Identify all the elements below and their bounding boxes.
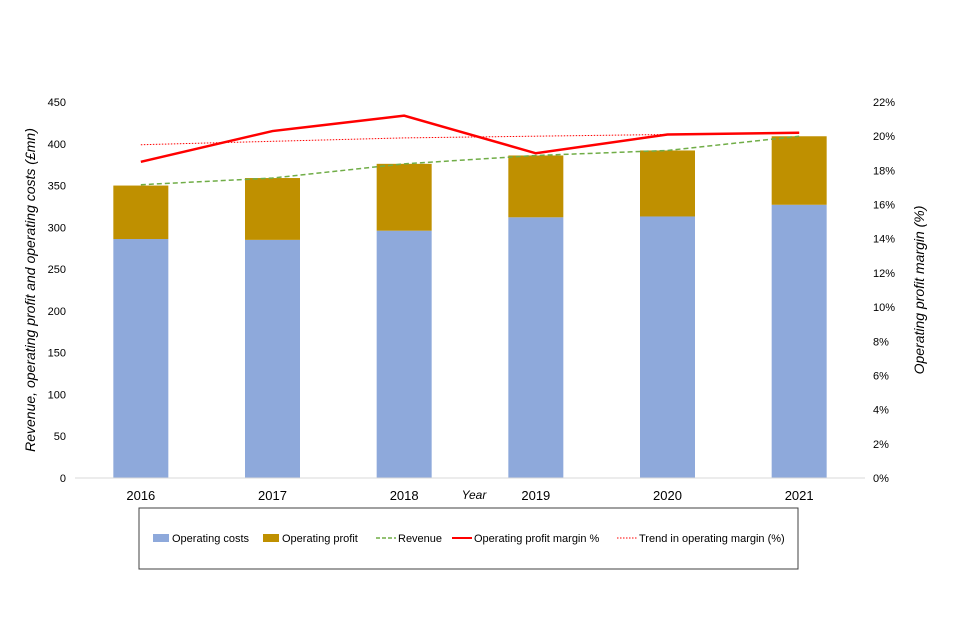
line-operating-profit-margin — [140, 114, 800, 164]
y2-tick-label: 2% — [873, 439, 889, 451]
y-tick-label: 350 — [48, 181, 66, 193]
y2-axis-title: Operating profit margin (%) — [911, 206, 927, 375]
y2-tick-label: 18% — [873, 165, 895, 177]
bar-operating-costs-2018 — [376, 230, 432, 478]
legend-swatch-operating-costs — [153, 534, 169, 542]
y-tick-label: 150 — [48, 348, 66, 360]
y-tick-label: 250 — [48, 264, 66, 276]
x-axis-ticks: 2016 2017 2018 2019 2020 2021 — [126, 488, 813, 503]
x-tick-label: 2021 — [785, 488, 814, 503]
x-tick-label: 2020 — [653, 488, 682, 503]
y-tick-label: 100 — [48, 389, 66, 401]
bar-operating-profit-2019 — [508, 155, 564, 218]
y2-tick-label: 6% — [873, 370, 889, 382]
y2-tick-label: 22% — [873, 97, 895, 109]
left-axis-ticks: 0 50 100 150 200 250 300 350 400 450 — [48, 97, 66, 485]
x-tick-label: 2016 — [126, 488, 155, 503]
y2-tick-label: 16% — [873, 200, 895, 212]
bar-operating-costs-2016 — [113, 239, 169, 478]
y-tick-label: 400 — [48, 139, 66, 151]
x-axis-title: Year — [462, 488, 488, 502]
y-tick-label: 200 — [48, 306, 66, 318]
y2-tick-label: 4% — [873, 405, 889, 417]
legend-swatch-operating-profit — [263, 534, 279, 542]
y2-tick-label: 8% — [873, 336, 889, 348]
legend-label-trend-in-operating-margin: Trend in operating margin (%) — [639, 533, 785, 545]
bar-operating-profit-2017 — [245, 178, 300, 240]
y2-tick-label: 10% — [873, 302, 895, 314]
bar-operating-costs-2020 — [640, 216, 695, 478]
legend-label-operating-costs: Operating costs — [172, 533, 250, 545]
y-tick-label: 50 — [54, 431, 66, 443]
right-axis-ticks: 0% 2% 4% 6% 8% 10% 12% 14% 16% 18% 20% 22% — [873, 97, 895, 485]
y-tick-label: 300 — [48, 222, 66, 234]
bar-operating-profit-2020 — [640, 150, 695, 217]
line-revenue — [140, 135, 800, 186]
line-series — [140, 114, 800, 186]
legend: Operating costs Operating profit Revenue Op… — [153, 533, 785, 545]
bar-operating-costs-2019 — [508, 217, 564, 478]
bar-operating-costs-2017 — [245, 239, 300, 478]
x-tick-label: 2018 — [390, 488, 419, 503]
bar-operating-profit-2021 — [771, 136, 827, 205]
bar-series — [113, 136, 827, 479]
x-tick-label: 2019 — [521, 488, 550, 503]
y2-tick-label: 12% — [873, 268, 895, 280]
x-tick-label: 2017 — [258, 488, 287, 503]
legend-label-operating-profit: Operating profit — [282, 533, 358, 545]
y-axis-title: Revenue, operating profit and operating … — [22, 128, 38, 452]
bar-operating-profit-2018 — [376, 163, 432, 231]
y-tick-label: 0 — [60, 473, 66, 485]
legend-label-revenue: Revenue — [398, 533, 442, 545]
y2-tick-label: 0% — [873, 473, 889, 485]
y2-tick-label: 20% — [873, 131, 895, 143]
bar-operating-profit-2016 — [113, 185, 169, 240]
y2-tick-label: 14% — [873, 234, 895, 246]
legend-label-operating-profit-margin: Operating profit margin % — [474, 533, 600, 545]
y-tick-label: 450 — [48, 97, 66, 109]
bar-operating-costs-2021 — [771, 204, 827, 479]
